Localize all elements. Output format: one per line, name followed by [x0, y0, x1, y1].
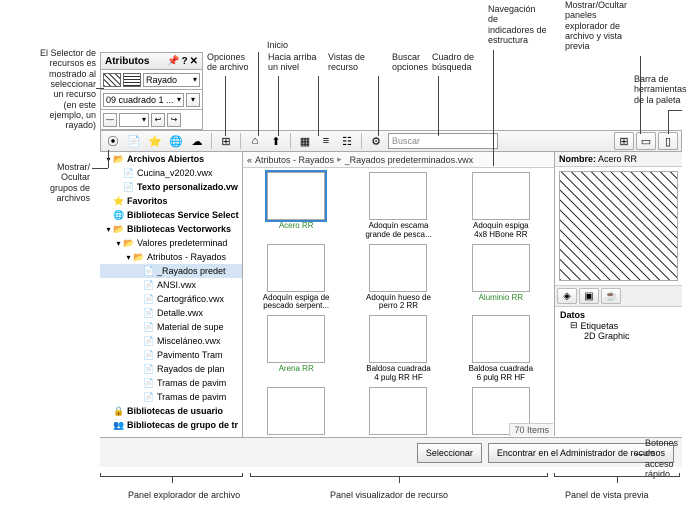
callout-selector: El Selector derecursos esmostrado alsele… [2, 48, 96, 131]
filegroup-open-icon[interactable]: 📄 [125, 132, 143, 150]
resource-thumb[interactable]: Baldosa cuadrada 6 pulg RR HF [452, 315, 550, 383]
close-icon[interactable]: ✕ [190, 56, 198, 67]
crumb-sep-icon: ▸ [337, 154, 342, 165]
preview-tab-2d-icon[interactable]: ▣ [579, 288, 599, 304]
callout-up: Hacia arribaun nivel [268, 52, 317, 73]
tree-item[interactable]: ▾📂Atributos - Rayados [100, 250, 242, 264]
arrow2-btn[interactable]: ↪ [167, 113, 181, 127]
select-button[interactable]: Seleccionar [417, 443, 482, 463]
resource-thumb[interactable]: Baldosa cuadrada 8 pulg RR HF [247, 387, 345, 436]
tree-item[interactable]: ▾📂Bibliotecas Vectorworks [100, 222, 242, 236]
tree-item[interactable]: 📄Cartográfico.vwx [100, 292, 242, 306]
resource-thumb[interactable]: Adoquín hueso de perro 2 RR [349, 244, 447, 312]
filegroup-cloud-icon[interactable]: ☁ [188, 132, 206, 150]
resource-thumb[interactable]: Adoquín escama grande de pesca... [349, 172, 447, 240]
callout-quickbtns: Botonesdeaccesorápido [645, 438, 689, 479]
resource-thumb[interactable]: Baldosa cuadrada 4 pulg RR HF [349, 315, 447, 383]
file-explorer-tree[interactable]: ▾📂Archivos Abiertos📄Cucina_v2020.vwx📄Tex… [100, 152, 243, 451]
fill-swatch[interactable] [103, 73, 121, 87]
resource-grid: Acero RRAdoquín escama grande de pesca..… [243, 168, 554, 436]
search-options-icon[interactable]: ⚙ [367, 132, 385, 150]
panel-toggle-viewer-icon[interactable]: ▭ [636, 132, 656, 150]
attributes-panel-title: Atributos 📌 ? ✕ [100, 52, 203, 70]
tree-item[interactable]: 📄Misceláneo.vwx [100, 334, 242, 348]
tree-item[interactable]: 📄Tramas de pavim [100, 376, 242, 390]
crumb-item[interactable]: Atributos - Rayados [255, 155, 334, 165]
resource-thumb[interactable]: Arena RR [247, 315, 345, 383]
hatch-type-dropdown[interactable]: Rayado [143, 73, 200, 87]
filegroup-docs-icon[interactable]: ⦿ [104, 132, 122, 150]
up-level-icon[interactable]: ⬆ [267, 132, 285, 150]
breadcrumb[interactable]: « Atributos - Rayados ▸ _Rayados predete… [243, 152, 554, 168]
callout-showpanels: Mostrar/Ocultarpanelesexplorador dearchi… [565, 0, 627, 52]
hatch-swatch[interactable] [123, 73, 141, 87]
item-count: 70 Items [509, 423, 553, 436]
crumb-back-icon[interactable]: « [247, 155, 252, 165]
palette-toolbar: ⦿ 📄 ⭐ 🌐 ☁ ⊞ ⌂ ⬆ ▦ ≡ ☷ ⚙ Buscar ⊞ ▭ ▯ [100, 130, 682, 152]
resource-thumb[interactable]: Adoquín espiga de pescado serpent... [247, 244, 345, 312]
callout-navind: Navegacióndeindicadores deestructura [488, 4, 547, 45]
lineweight-dropdown[interactable] [119, 113, 149, 127]
tree-item[interactable]: 📄ANSI.vwx [100, 278, 242, 292]
preview-name: Nombre: Acero RR [555, 152, 682, 167]
arrow1-btn[interactable]: ↩ [151, 113, 165, 127]
callout-toolbar: Barra deherramientasde la paleta [634, 74, 688, 105]
home-icon[interactable]: ⌂ [246, 132, 264, 150]
tree-item[interactable]: 🌐Bibliotecas Service Select [100, 208, 242, 222]
pin-icon[interactable]: 📌 [167, 56, 179, 67]
tree-item[interactable]: 📄Pavimento Tram [100, 348, 242, 362]
bottom-bar: Seleccionar Encontrar en el Administrado… [100, 437, 682, 467]
tree-item[interactable]: ▾📂Archivos Abiertos [100, 152, 242, 166]
preview-tab-data-icon[interactable]: ☕ [601, 288, 621, 304]
tree-item[interactable]: 📄Texto personalizado.vw [100, 180, 242, 194]
resource-thumb[interactable]: Adoquín espiga 4x8 HBone RR [452, 172, 550, 240]
preview-tag-value: 2D Graphic [560, 331, 677, 341]
view-thumbs-icon[interactable]: ▦ [296, 132, 314, 150]
help-icon[interactable]: ? [182, 56, 188, 67]
tree-item[interactable]: 📄Rayados de plan [100, 362, 242, 376]
tree-item[interactable]: ⭐Favoritos [100, 194, 242, 208]
tree-item[interactable]: 📄Cucina_v2020.vwx [100, 166, 242, 180]
tree-item[interactable]: 🔒Bibliotecas de usuario [100, 404, 242, 418]
search-input[interactable]: Buscar [388, 133, 498, 149]
tree-item[interactable]: 👥Bibliotecas de grupo de tr [100, 418, 242, 432]
panel-toggle-explorer-icon[interactable]: ⊞ [614, 132, 634, 150]
callout-views: Vistas derecurso [328, 52, 365, 73]
preview-data-header: Datos [560, 310, 677, 320]
view-list-icon[interactable]: ≡ [317, 132, 335, 150]
callout-respanel: Panel visualizador de recurso [330, 490, 448, 500]
tree-item[interactable]: 📄_Rayados predet [100, 264, 242, 278]
view-detail-icon[interactable]: ☷ [338, 132, 356, 150]
tree-item[interactable]: 📄Detalle.vwx [100, 306, 242, 320]
callout-home: Inicio [267, 40, 288, 50]
linestyle-btn[interactable]: — [103, 113, 117, 127]
callout-filepanel: Panel explorador de archivo [128, 490, 240, 500]
tree-item[interactable]: 📄Material de supe [100, 320, 242, 334]
mini-btn-1[interactable]: ▾ [186, 93, 200, 107]
preview-panel: Nombre: Acero RR ◈ ▣ ☕ Datos ⊟ Etiquetas… [554, 152, 682, 436]
file-options-icon[interactable]: ⊞ [217, 132, 235, 150]
resource-thumb[interactable]: Baldosa cuadrada 12 pulg RR HF [349, 387, 447, 436]
preview-image [559, 171, 678, 281]
filegroup-fav-icon[interactable]: ⭐ [146, 132, 164, 150]
resource-thumb[interactable]: Acero RR [247, 172, 345, 240]
preview-tab-3d-icon[interactable]: ◈ [557, 288, 577, 304]
panel-toggle-preview-icon[interactable]: ▯ [658, 132, 678, 150]
callout-searchbox: Cuadro debúsqueda [432, 52, 474, 73]
resource-thumb[interactable]: Aluminio RR [452, 244, 550, 312]
callout-pvpanel: Panel de vista previa [565, 490, 649, 500]
filegroup-vw-icon[interactable]: 🌐 [167, 132, 185, 150]
hatch-pattern-dropdown[interactable]: 09 cuadrado 1 ... [103, 93, 184, 107]
callout-showgroups: Mostrar/Ocultargrupos dearchivos [30, 162, 90, 203]
callout-searchopt: Buscaropciones [392, 52, 428, 73]
crumb-item[interactable]: _Rayados predeterminados.vwx [345, 155, 474, 165]
preview-tags-row: ⊟ Etiquetas [560, 320, 677, 331]
tree-item[interactable]: 📄Tramas de pavim [100, 390, 242, 404]
callout-fileopt: Opcionesde archivo [207, 52, 249, 73]
tree-item[interactable]: ▾📂Valores predeterminad [100, 236, 242, 250]
